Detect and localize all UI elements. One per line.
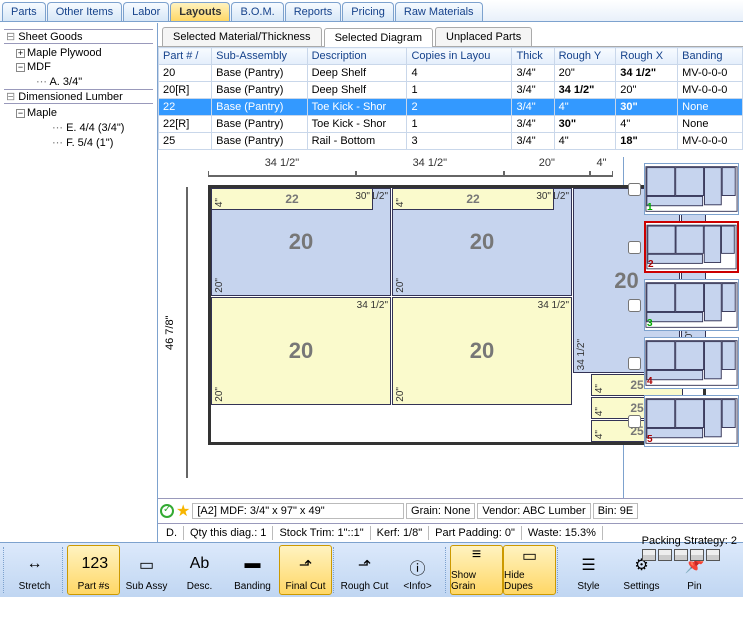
thumbnail-column: 1 2 3 4 5 [623,157,743,498]
table-row[interactable]: 25Base (Pantry)Rail - Bottom33/4"4"18"MV… [159,133,743,150]
table-row[interactable]: 22[R]Base (Pantry)Toe Kick - Shor13/4"30… [159,116,743,133]
tree-node-maple-44[interactable]: ⋯ E. 4/4 (3/4") [4,120,153,135]
tree-node-mdf-34[interactable]: ⋯ A. 3/4" [4,74,153,89]
qty-label: Qty this diag.: 1 [184,526,273,540]
toolbtn-desc[interactable]: AbDesc. [173,545,226,595]
tab-reports[interactable]: Reports [285,2,342,21]
toolbtn-subassy[interactable]: ▭Sub Assy [120,545,173,595]
packing-strategy: Packing Strategy: 2 [642,535,737,561]
padding-label: Part Padding: 0" [429,526,522,540]
tab-parts[interactable]: Parts [2,2,46,21]
thumbnail-3[interactable]: 3 [644,279,739,331]
subtab-1[interactable]: Selected Diagram [324,28,433,47]
grain-label: Grain: None [406,503,475,519]
tree-root-dim-lumber[interactable]: ⊟ Dimensioned Lumber [4,89,153,104]
part-22[interactable]: 2230"4" [211,188,373,210]
toolbtn-info[interactable]: ⓘ<Info> [391,545,444,595]
ruler-left: 46 7/8" [164,187,188,478]
tab-pricing[interactable]: Pricing [342,2,394,21]
table-row[interactable]: 20[R]Base (Pantry)Deep Shelf13/4"34 1/2"… [159,82,743,99]
tab-labor[interactable]: Labor [123,2,169,21]
toolbtn-roughcut[interactable]: ⬏Rough Cut [338,545,391,595]
thumbnail-5[interactable]: 5 [644,395,739,447]
thumb-checkbox-5[interactable] [628,415,641,428]
thumbnail-2[interactable]: 2 [644,221,739,273]
thumb-checkbox-2[interactable] [628,241,641,254]
toolbtn-parts[interactable]: 123Part #s [67,545,120,595]
vendor-label: Vendor: ABC Lumber [477,503,590,519]
material-tree: ⊟ Sheet Goods +Maple Plywood −MDF ⋯ A. 3… [0,23,158,542]
col-header[interactable]: Thick [512,48,554,65]
sheet-label: [A2] MDF: 3/4" x 97" x 49" [192,503,404,519]
thumbnail-4[interactable]: 4 [644,337,739,389]
part-22[interactable]: 2230"4" [392,188,554,210]
tree-node-maple-plywood[interactable]: +Maple Plywood [4,46,153,60]
tab-layouts[interactable]: Layouts [170,2,230,21]
thumbnail-1[interactable]: 1 [644,163,739,215]
toolbtn-stretch[interactable]: ↔Stretch [8,545,61,595]
tree-node-mdf[interactable]: −MDF [4,60,153,74]
bottom-toolbar: ↔Stretch123Part #s▭Sub AssyAbDesc.▬Bandi… [0,542,743,597]
subtab-0[interactable]: Selected Material/Thickness [162,27,322,46]
tab-bom[interactable]: B.O.M. [231,2,283,21]
parts-grid: Part # /Sub-AssemblyDescriptionCopies in… [158,47,743,157]
kerf-label: Kerf: 1/8" [371,526,429,540]
layout-canvas[interactable]: 34 1/2"34 1/2"20"4" 46 7/8" 2034 1/2"20"… [158,157,623,498]
toolbtn-banding[interactable]: ▬Banding [226,545,279,595]
table-row[interactable]: 20Base (Pantry)Deep Shelf43/4"20"34 1/2"… [159,65,743,82]
subtabs: Selected Material/ThicknessSelected Diag… [158,23,743,47]
col-header[interactable]: Sub-Assembly [212,48,307,65]
table-row[interactable]: 22Base (Pantry)Toe Kick - Shor23/4"4"30"… [159,99,743,116]
toolbtn-showgrain[interactable]: ≡Show Grain [450,545,503,595]
thumb-checkbox-1[interactable] [628,183,641,196]
tab-otheritems[interactable]: Other Items [47,2,122,21]
col-header[interactable]: Part # / [159,48,212,65]
toolbtn-finalcut[interactable]: ⬏Final Cut [279,545,332,595]
toolbtn-style[interactable]: ☰Style [562,545,615,595]
part-20[interactable]: 2034 1/2"20" [392,297,572,405]
col-header[interactable]: Rough Y [554,48,616,65]
bin-label: Bin: 9E [593,503,638,519]
thumb-checkbox-3[interactable] [628,299,641,312]
d-button[interactable]: D. [160,526,184,540]
tab-rawmaterials[interactable]: Raw Materials [395,2,483,21]
ok-icon [160,504,174,518]
tree-root-sheet-goods[interactable]: ⊟ Sheet Goods [4,29,153,44]
subtab-2[interactable]: Unplaced Parts [435,27,532,46]
col-header[interactable]: Banding [678,48,743,65]
waste-label: Waste: 15.3% [522,526,603,540]
stocktrim-label: Stock Trim: 1"::1" [273,526,370,540]
thumb-checkbox-4[interactable] [628,357,641,370]
star-icon[interactable]: ★ [176,501,190,521]
col-header[interactable]: Rough X [616,48,678,65]
ruler-top: 34 1/2"34 1/2"20"4" [208,157,613,177]
toolbtn-hidedupes[interactable]: ▭Hide Dupes [503,545,556,595]
col-header[interactable]: Description [307,48,407,65]
tree-node-maple-54[interactable]: ⋯ F. 5/4 (1") [4,135,153,150]
col-header[interactable]: Copies in Layou [407,48,512,65]
packing-icons[interactable] [642,549,737,561]
status-bar-1: ★ [A2] MDF: 3/4" x 97" x 49" Grain: None… [158,498,743,523]
top-tabs: PartsOther ItemsLaborLayoutsB.O.M.Report… [0,0,743,22]
tree-node-maple[interactable]: −Maple [4,106,153,120]
part-20[interactable]: 2034 1/2"20" [211,297,391,405]
